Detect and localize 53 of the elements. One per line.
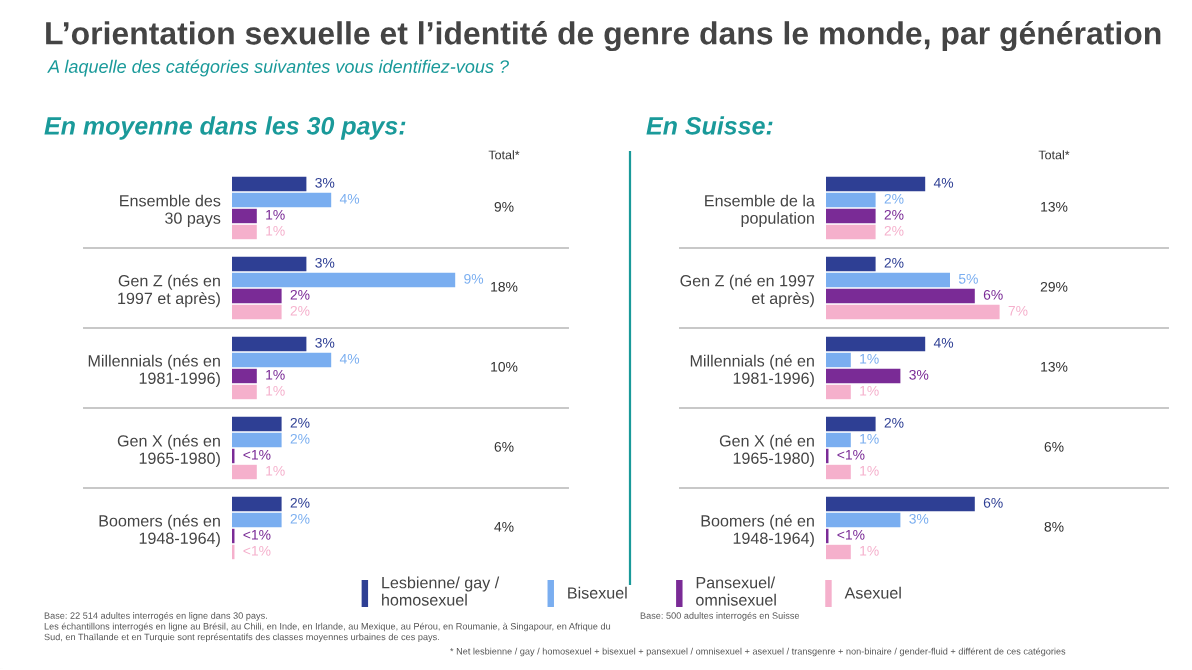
bar xyxy=(826,224,876,240)
bar xyxy=(232,224,257,240)
y-tick-label: Gen Z (nés en 1997 et après) xyxy=(118,274,220,308)
bar xyxy=(232,176,307,192)
bar xyxy=(826,176,926,192)
bar xyxy=(232,384,257,400)
text: L’orientation sexuelle et l’identité de genre dans le monde, par génération xyxy=(46,20,1161,52)
bar xyxy=(232,512,282,528)
bar xyxy=(232,256,307,272)
bar xyxy=(232,272,456,288)
y-tick-label: Millennials (nés en 1981-1996) xyxy=(88,354,220,388)
bar xyxy=(232,336,307,352)
bar xyxy=(826,256,876,272)
y-tick-label: Ensemble de la population xyxy=(705,194,815,228)
y-tick-label: Gen X (né en 1965-1980) xyxy=(719,434,814,468)
legend-label: Pansexuel/ omnisexuel xyxy=(696,576,776,606)
bar xyxy=(826,384,851,400)
bar xyxy=(826,512,901,528)
bar xyxy=(826,416,876,432)
bar xyxy=(826,288,975,304)
bar xyxy=(232,416,282,432)
bar xyxy=(232,464,257,480)
bar xyxy=(232,304,282,320)
bar xyxy=(232,368,257,384)
bar xyxy=(232,288,282,304)
y-tick-label: Ensemble des 30 pays xyxy=(120,194,221,228)
bar xyxy=(826,352,851,368)
chart-subtitle: A laquelle des catégories suivantes vous identifiez-vous ? xyxy=(47,59,509,77)
bar xyxy=(232,208,257,224)
y-tick-label: Gen X (nés en 1965-1980) xyxy=(117,434,220,468)
bar xyxy=(826,544,851,560)
y-tick-label: Boomers (nés en 1948-1964) xyxy=(99,514,220,548)
bar xyxy=(232,192,332,208)
y-tick-label: Gen Z (né en 1997 et après) xyxy=(680,274,815,308)
bar xyxy=(826,304,1000,320)
legend-label: Bisexuel xyxy=(568,586,627,599)
legend-label: Lesbienne/ gay / homosexuel xyxy=(382,576,500,606)
bar xyxy=(826,432,851,448)
bar xyxy=(826,368,901,384)
bar xyxy=(232,432,282,448)
bar xyxy=(232,352,332,368)
bar xyxy=(826,208,876,224)
text: En Suisse: xyxy=(646,116,773,135)
y-tick-label: Boomers (né en 1948-1964) xyxy=(701,514,814,548)
bar xyxy=(826,272,950,288)
legend-label: Asexuel xyxy=(844,586,901,599)
bar xyxy=(826,192,876,208)
bar xyxy=(232,496,282,512)
bar xyxy=(826,336,926,352)
text: En moyenne dans les 30 pays: xyxy=(44,116,406,140)
y-tick-label: Millennials (né en 1981-1996) xyxy=(690,354,814,388)
bar xyxy=(826,464,851,480)
bar xyxy=(826,496,975,512)
